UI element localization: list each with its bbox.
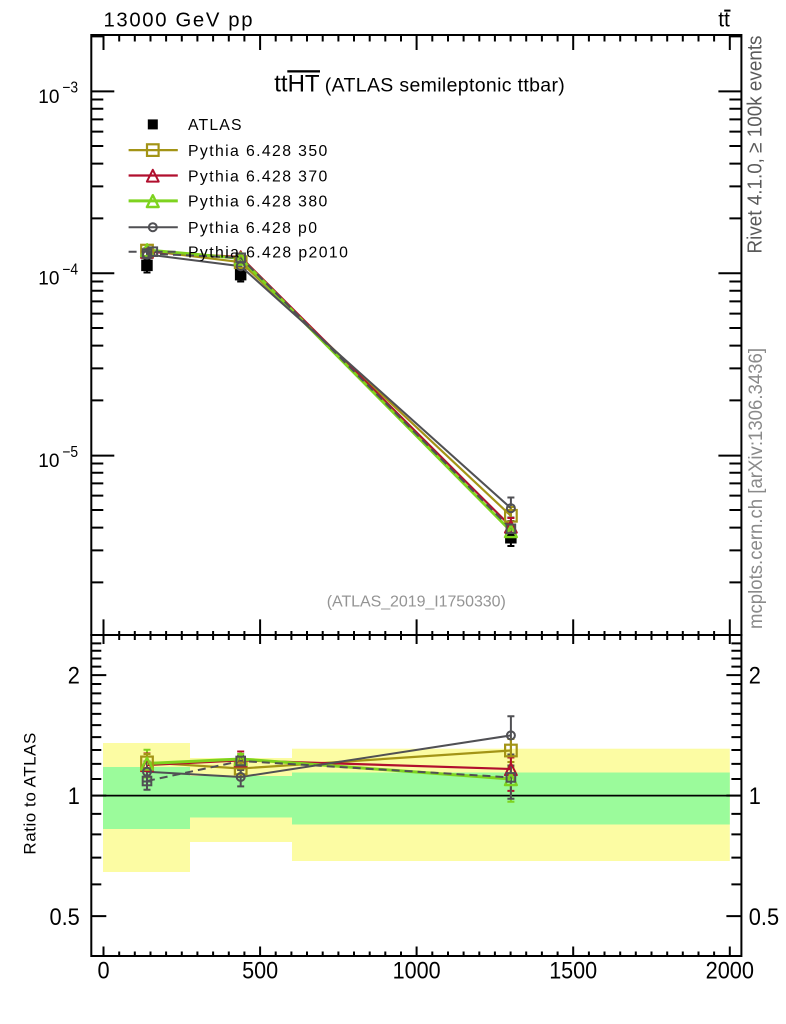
svg-text:0.5: 0.5 xyxy=(749,905,779,931)
svg-text:10: 10 xyxy=(38,87,59,108)
svg-text:−5: −5 xyxy=(62,444,78,461)
svg-text:1000: 1000 xyxy=(393,959,441,985)
svg-text:(ATLAS semileptonic ttbar): (ATLAS semileptonic ttbar) xyxy=(325,75,565,97)
svg-text:13000 GeV pp: 13000 GeV pp xyxy=(104,9,253,31)
svg-text:Pythia 6.428 380: Pythia 6.428 380 xyxy=(188,194,328,211)
svg-text:500: 500 xyxy=(242,959,278,985)
svg-text:2: 2 xyxy=(749,664,761,690)
svg-text:Pythia 6.428 p2010: Pythia 6.428 p2010 xyxy=(188,245,348,262)
svg-text:tt: tt xyxy=(274,71,288,98)
svg-text:2: 2 xyxy=(68,664,80,690)
svg-text:1500: 1500 xyxy=(549,959,597,985)
svg-text:HT: HT xyxy=(288,71,320,98)
svg-text:ATLAS: ATLAS xyxy=(188,117,242,134)
svg-text:(ATLAS_2019_I1750330): (ATLAS_2019_I1750330) xyxy=(327,594,506,611)
svg-text:Pythia 6.428 370: Pythia 6.428 370 xyxy=(188,168,328,185)
svg-text:10: 10 xyxy=(38,269,59,290)
svg-text:2000: 2000 xyxy=(706,959,754,985)
svg-text:Rivet 4.1.0, ≥ 100k events: Rivet 4.1.0, ≥ 100k events xyxy=(744,36,767,254)
svg-text:0.5: 0.5 xyxy=(50,905,80,931)
svg-text:0: 0 xyxy=(97,959,109,985)
svg-text:10: 10 xyxy=(38,451,59,472)
svg-text:−4: −4 xyxy=(62,261,78,278)
svg-text:1: 1 xyxy=(68,784,80,810)
svg-text:Pythia 6.428 p0: Pythia 6.428 p0 xyxy=(188,220,317,237)
svg-text:−3: −3 xyxy=(62,80,78,97)
svg-text:1: 1 xyxy=(749,784,761,810)
svg-text:mcplots.cern.ch [arXiv:1306.34: mcplots.cern.ch [arXiv:1306.3436] xyxy=(745,348,767,629)
svg-text:Pythia 6.428 350: Pythia 6.428 350 xyxy=(188,143,328,160)
svg-text:Ratio to ATLAS: Ratio to ATLAS xyxy=(21,733,40,855)
svg-text:tt: tt xyxy=(718,8,730,31)
